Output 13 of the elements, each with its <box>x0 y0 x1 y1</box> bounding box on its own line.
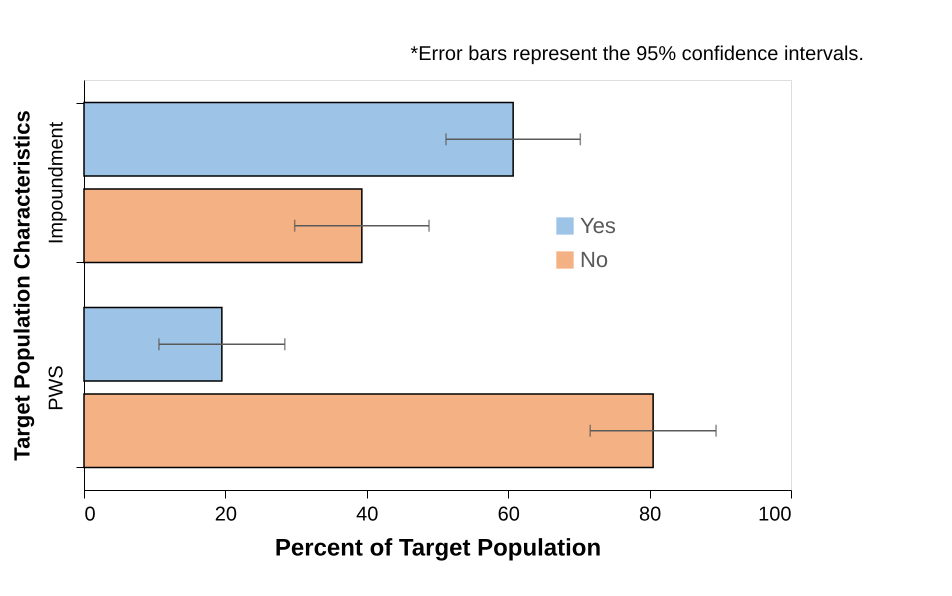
x-tick-label: 40 <box>356 504 378 526</box>
x-tick-label: 20 <box>214 504 238 526</box>
legend-label: Yes <box>580 213 616 238</box>
x-tick-label: 60 <box>498 504 520 526</box>
legend-label: No <box>580 247 608 272</box>
y-tick-label: Impoundment <box>46 121 68 244</box>
x-tick-label: 0 <box>84 504 96 526</box>
x-tick-label: 100 <box>758 504 792 526</box>
y-tick-label: PWS <box>46 365 68 411</box>
x-tick-label: 80 <box>638 504 662 526</box>
x-axis-title: Percent of Target Population <box>274 534 602 562</box>
y-axis-title: Target Population Characteristics <box>10 110 34 461</box>
text: *Error bars represent the 95% confidence intervals. <box>410 43 864 65</box>
